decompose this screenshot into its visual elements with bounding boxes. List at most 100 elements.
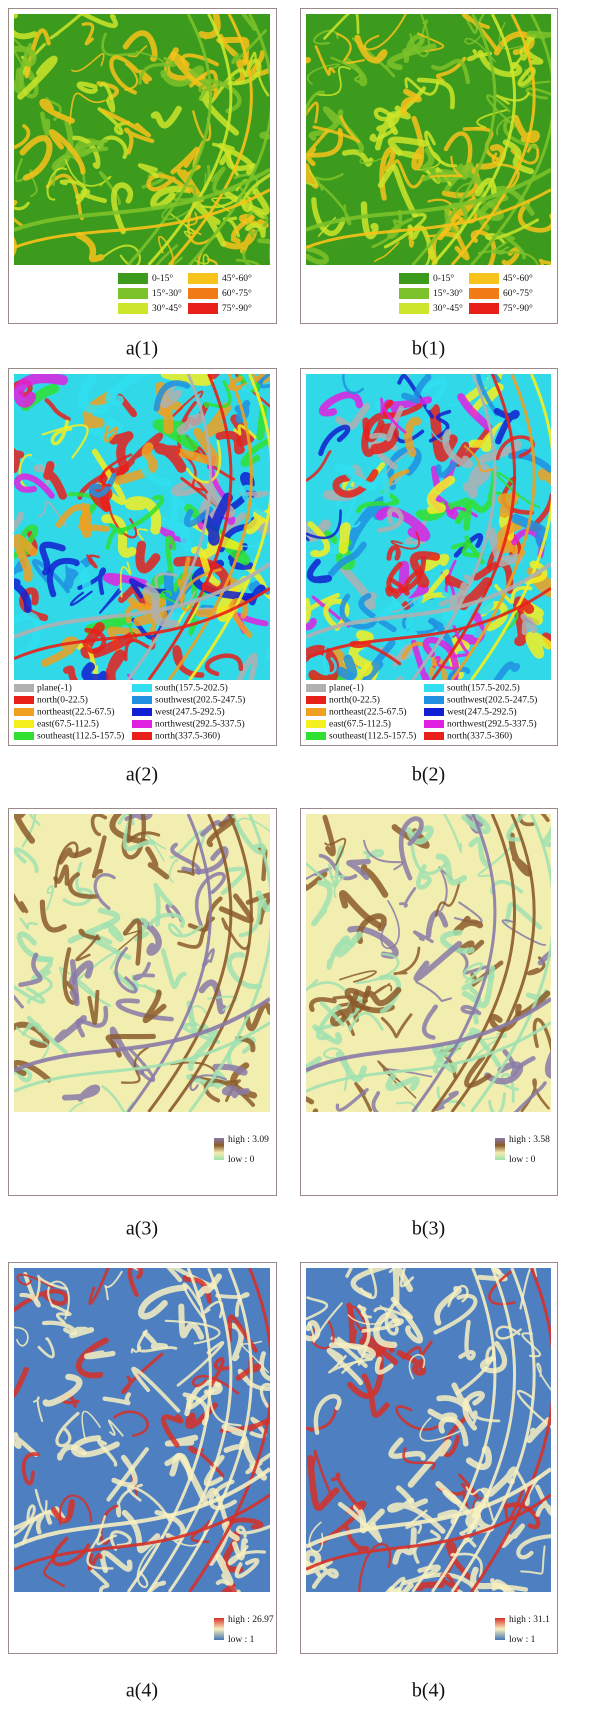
legend-label: 30°-45°	[433, 303, 463, 314]
panel: 0-15° 15°-30° 30°-45° 45°-60° 60°-75° 75°-90°	[286, 2, 557, 323]
figure: 0-15° 15°-30° 30°-45° 45°-60° 60°-75° 75°-90°…	[0, 0, 608, 1718]
map	[0, 1249, 297, 1619]
legend-label: 0-15°	[433, 273, 454, 284]
ramp-low: low : 0	[509, 1155, 536, 1165]
legend-swatch	[424, 732, 444, 740]
legend-label: west(247.5-292.5)	[155, 707, 225, 718]
legend-swatch	[132, 708, 152, 716]
panel-caption: b(2)	[412, 764, 445, 786]
legend-swatch	[14, 708, 34, 716]
panel: plane(-1)north(0-22.5)northeast(22.5-67.…	[280, 355, 574, 745]
panel: high : 31.1 low : 1	[279, 1242, 561, 1653]
legend-label: 15°-30°	[433, 288, 463, 299]
ramp-high: high : 3.58	[509, 1135, 550, 1145]
legend-label: west(247.5-292.5)	[447, 707, 517, 718]
legend-label: 60°-75°	[503, 288, 533, 299]
legend-label: southwest(202.5-247.5)	[447, 695, 537, 706]
map	[0, 794, 283, 1125]
legend-label: northwest(292.5-337.5)	[155, 719, 245, 730]
legend-swatch	[132, 696, 152, 704]
legend-label: plane(-1)	[329, 683, 364, 694]
legend-swatch	[399, 288, 429, 299]
legend-swatch	[469, 303, 499, 314]
legend-label: 45°-60°	[222, 273, 252, 284]
legend-swatch	[14, 720, 34, 728]
panel-caption: b(3)	[412, 1218, 445, 1240]
legend-label: 45°-60°	[503, 273, 533, 284]
legend-label: north(337.5-360)	[447, 731, 512, 742]
ramp-bar	[495, 1618, 505, 1640]
legend-swatch	[469, 288, 499, 299]
legend-swatch	[399, 303, 429, 314]
ramp-bar	[214, 1618, 224, 1640]
legend-label: northwest(292.5-337.5)	[447, 719, 537, 730]
ramp-bar	[495, 1138, 505, 1160]
panel: high : 3.09low : 0	[0, 794, 283, 1195]
ramp-high: high : 31.1	[509, 1615, 550, 1625]
panel-caption: a(3)	[126, 1218, 158, 1240]
legend-label: east(67.5-112.5)	[37, 719, 99, 730]
legend-swatch	[424, 684, 444, 692]
legend-swatch	[118, 273, 148, 284]
map	[286, 2, 557, 284]
legend-swatch	[132, 732, 152, 740]
legend-swatch	[132, 684, 152, 692]
panel: plane(-1)north(0-22.5)northeast(22.5-67.…	[0, 348, 294, 745]
legend-swatch	[14, 732, 34, 740]
legend-swatch	[424, 708, 444, 716]
legend-label: 75°-90°	[222, 303, 252, 314]
panel-caption: a(4)	[126, 1680, 158, 1702]
panel-caption: b(4)	[412, 1680, 445, 1702]
legend-label: southeast(112.5-157.5)	[37, 731, 124, 742]
ramp-high: high : 3.09	[228, 1135, 269, 1145]
legend-swatch	[306, 684, 326, 692]
legend-label: southeast(112.5-157.5)	[329, 731, 416, 742]
legend-swatch	[306, 720, 326, 728]
legend-label: north(0-22.5)	[329, 695, 380, 706]
terrain-stroke	[343, 527, 346, 550]
legend-label: plane(-1)	[37, 683, 72, 694]
legend-label: 15°-30°	[152, 288, 182, 299]
legend-swatch	[424, 696, 444, 704]
legend-swatch	[14, 684, 34, 692]
legend-label: 60°-75°	[222, 288, 252, 299]
legend-swatch	[399, 273, 429, 284]
legend-swatch	[118, 288, 148, 299]
legend-label: north(337.5-360)	[155, 731, 220, 742]
panel-caption: a(2)	[126, 764, 158, 786]
terrain-stroke	[87, 1353, 113, 1357]
map	[279, 1242, 561, 1622]
panel: high : 3.58 low : 0	[278, 802, 564, 1196]
legend-label: southwest(202.5-247.5)	[155, 695, 245, 706]
legend-swatch	[188, 303, 218, 314]
panel-caption: a(1)	[126, 338, 158, 360]
legend-label: 0-15°	[152, 273, 173, 284]
legend-label: northeast(22.5-67.5)	[329, 707, 407, 718]
legend-swatch	[306, 708, 326, 716]
map	[280, 355, 574, 704]
legend-swatch	[188, 288, 218, 299]
legend-swatch	[469, 273, 499, 284]
ramp-high: high : 26.97	[228, 1615, 274, 1625]
terrain-stroke	[260, 350, 293, 382]
panel: 0-15° 15°-30° 30°-45° 45°-60° 60°-75° 75°-90°	[0, 0, 287, 323]
legend-label: north(0-22.5)	[37, 695, 88, 706]
legend-swatch	[14, 696, 34, 704]
legend-label: south(157.5-202.5)	[447, 683, 520, 694]
legend-label: northeast(22.5-67.5)	[37, 707, 115, 718]
map	[0, 348, 294, 710]
legend-label: 30°-45°	[152, 303, 182, 314]
ramp-low: low : 1	[509, 1635, 536, 1645]
legend-label: south(157.5-202.5)	[155, 683, 228, 694]
legend-swatch	[118, 303, 148, 314]
ramp-low: low : 1	[228, 1635, 255, 1645]
map	[0, 0, 287, 274]
legend-swatch	[424, 720, 444, 728]
legend-label: 75°-90°	[503, 303, 533, 314]
panel-caption: b(1)	[412, 338, 445, 360]
panel: high : 26.97 low : 1	[0, 1249, 297, 1653]
ramp-bar	[214, 1138, 224, 1160]
legend-swatch	[188, 273, 218, 284]
legend-label: east(67.5-112.5)	[329, 719, 391, 730]
map	[278, 802, 564, 1138]
